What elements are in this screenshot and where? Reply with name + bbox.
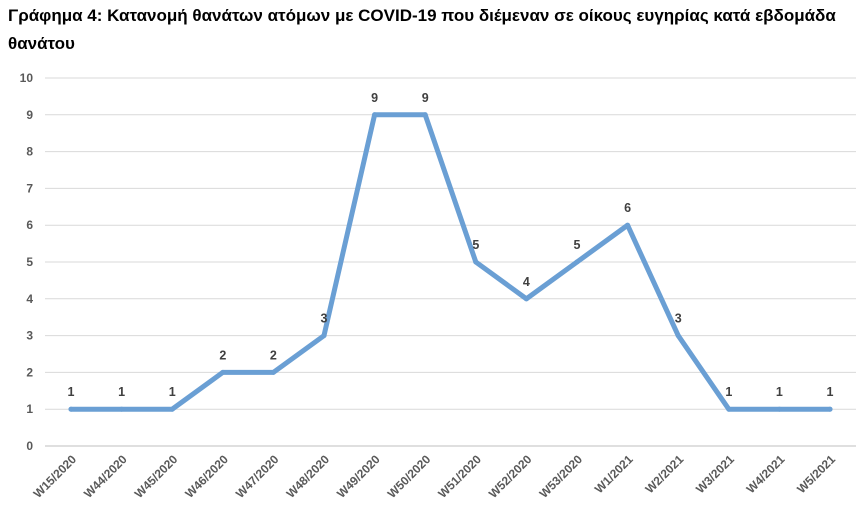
data-point [574, 259, 580, 265]
data-labels: 1 1 1 2 2 3 9 9 5 4 5 6 3 1 1 1 [68, 91, 834, 399]
data-label: 9 [422, 91, 429, 105]
data-label: 1 [118, 385, 125, 399]
x-tick-label: W15/2020 [31, 452, 80, 501]
data-point [675, 333, 681, 339]
x-tick-label: W47/2020 [233, 452, 282, 501]
y-tick-label: 10 [20, 71, 34, 85]
gridlines [45, 77, 856, 410]
data-point [321, 333, 327, 339]
data-label: 1 [68, 385, 75, 399]
data-label: 4 [523, 275, 530, 289]
data-point [68, 406, 74, 412]
data-point [523, 296, 529, 302]
x-tick-label: W49/2020 [334, 452, 383, 501]
data-label: 9 [371, 91, 378, 105]
x-tick-label: W45/2020 [132, 452, 181, 501]
data-label: 5 [472, 238, 479, 252]
data-point [726, 406, 732, 412]
data-point [422, 112, 428, 118]
data-point [827, 406, 833, 412]
x-tick-label: W51/2020 [435, 452, 484, 501]
data-label: 2 [219, 348, 226, 362]
chart-title: Γράφημα 4: Κατανομή θανάτων ατόμων με CO… [8, 6, 836, 53]
x-tick-label: W44/2020 [81, 452, 130, 501]
y-tick-label: 3 [26, 329, 33, 343]
y-tick-label: 0 [26, 439, 33, 453]
x-tick-label: W3/2021 [693, 452, 737, 496]
data-point [776, 406, 782, 412]
data-point [270, 369, 276, 375]
data-point [119, 406, 125, 412]
data-label: 1 [725, 385, 732, 399]
x-tick-label: W5/2021 [794, 452, 838, 496]
series-line [68, 112, 833, 412]
x-tick-labels: W15/2020 W44/2020 W45/2020 W46/2020 W47/2020… [31, 452, 839, 501]
y-tick-label: 7 [26, 181, 33, 195]
y-tick-label: 1 [26, 402, 33, 416]
y-tick-label: 9 [26, 108, 33, 122]
x-tick-label: W48/2020 [284, 452, 333, 501]
data-label: 5 [574, 238, 581, 252]
data-point [473, 259, 479, 265]
y-tick-label: 8 [26, 145, 33, 159]
x-tick-label: W4/2021 [744, 452, 788, 496]
y-tick-label: 2 [26, 365, 33, 379]
x-tick-label: W53/2020 [537, 452, 586, 501]
y-tick-label: 6 [26, 218, 33, 232]
data-point [372, 112, 378, 118]
y-tick-label: 4 [26, 292, 33, 306]
data-label: 3 [675, 312, 682, 326]
data-label: 2 [270, 348, 277, 362]
data-label: 1 [827, 385, 834, 399]
data-point [220, 369, 226, 375]
data-label: 3 [321, 312, 328, 326]
x-tick-label: W2/2021 [642, 452, 686, 496]
data-label: 6 [624, 201, 631, 215]
y-tick-labels: 0 1 2 3 4 5 6 7 8 9 10 [20, 71, 34, 453]
data-label: 1 [776, 385, 783, 399]
y-tick-label: 5 [26, 255, 33, 269]
data-point [169, 406, 175, 412]
data-label: 1 [169, 385, 176, 399]
series-line-group [68, 112, 833, 412]
x-tick-label: W46/2020 [182, 452, 231, 501]
data-point [625, 222, 631, 228]
x-tick-label: W52/2020 [486, 452, 535, 501]
x-tick-label: W50/2020 [385, 452, 434, 501]
x-tick-label: W1/2021 [592, 452, 636, 496]
